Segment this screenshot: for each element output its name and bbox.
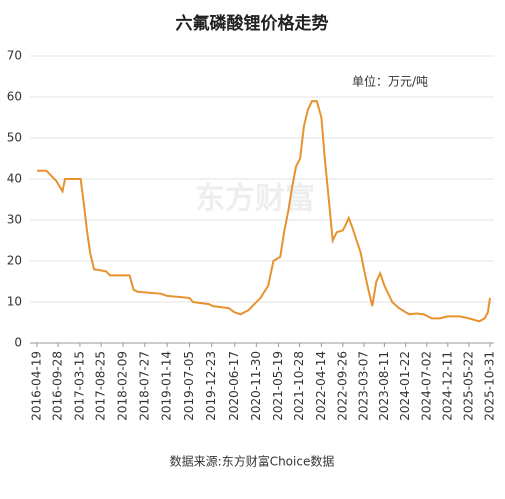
y-tick-label: 10 [7, 295, 22, 309]
x-tick-label: 2019-01-14 [160, 351, 174, 421]
y-tick-label: 60 [7, 90, 22, 104]
y-tick-label: 50 [7, 131, 22, 145]
source-note: 数据来源:东方财富Choice数据 [170, 454, 335, 469]
y-tick-label: 40 [7, 172, 22, 186]
x-tick-label: 2016-09-28 [51, 351, 65, 421]
x-tick-label: 2022-09-26 [335, 351, 349, 421]
x-tick-label: 2018-02-09 [115, 351, 129, 421]
y-tick-label: 30 [7, 213, 22, 227]
unit-note: 单位：万元/吨 [352, 74, 428, 89]
x-tick-label: 2021-05-19 [271, 351, 285, 421]
x-tick-label: 2018-07-27 [137, 351, 151, 421]
x-tick-label: 2023-08-11 [377, 351, 391, 421]
x-tick-label: 2023-03-07 [356, 351, 370, 421]
y-tick-label: 0 [14, 336, 22, 350]
x-tick-label: 2016-04-19 [30, 351, 44, 421]
y-tick-label: 70 [7, 49, 22, 63]
y-tick-label: 20 [7, 254, 22, 268]
x-tick-label: 2017-03-15 [72, 351, 86, 421]
x-tick-label: 2017-08-25 [94, 351, 108, 421]
data-line [37, 100, 491, 323]
x-tick-label: 2019-07-05 [182, 351, 196, 421]
chart-title: 六氟磷酸锂价格走势 [176, 13, 329, 34]
watermark: 东方财富 [195, 182, 315, 217]
x-tick-label: 2019-12-23 [204, 351, 218, 421]
x-tick-label: 2020-11-30 [249, 351, 263, 421]
x-tick-label: 2022-04-14 [314, 351, 328, 421]
x-tick-label: 2025-05-22 [461, 351, 475, 421]
x-tick-label: 2021-10-28 [292, 351, 306, 421]
x-tick-label: 2024-12-11 [440, 351, 454, 421]
x-tick-label: 2024-01-22 [398, 351, 412, 421]
x-tick-label: 2024-07-02 [419, 351, 433, 421]
x-tick-label: 2025-10-31 [483, 351, 497, 421]
x-tick-label: 2020-06-17 [227, 351, 241, 421]
